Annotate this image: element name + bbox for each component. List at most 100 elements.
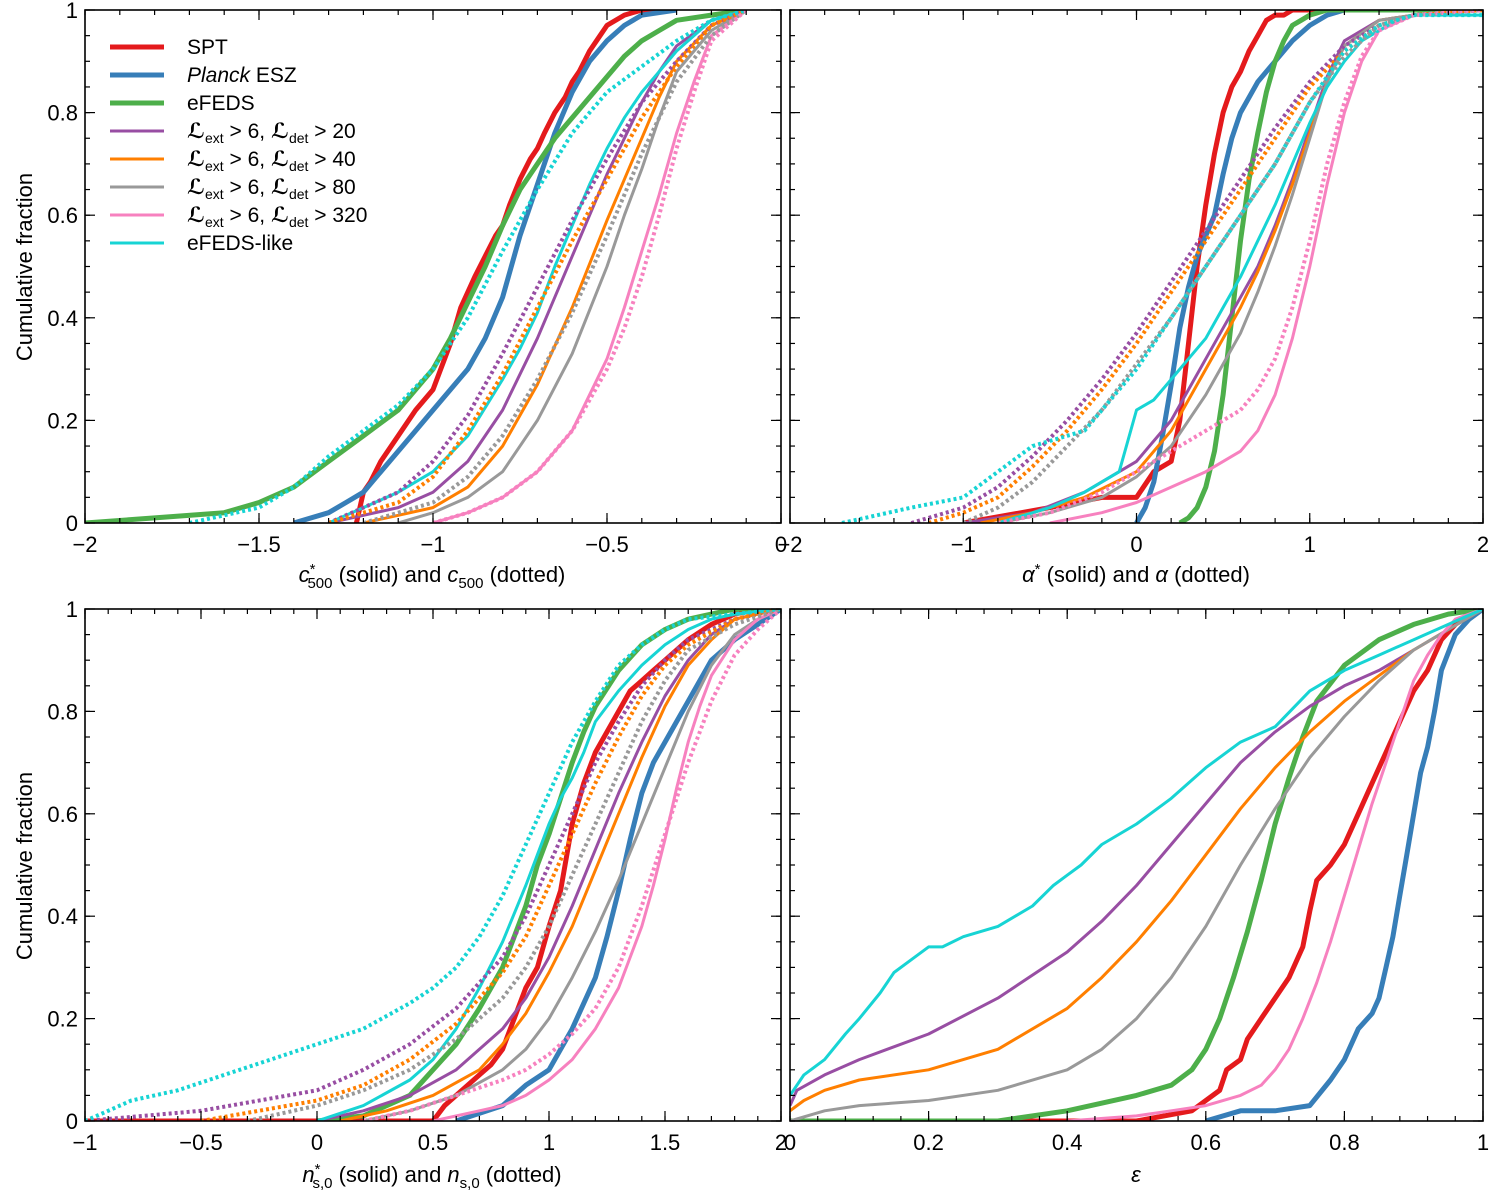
series-efeds-like-dotted <box>841 13 1483 523</box>
y-tick-label: 0 <box>66 1109 78 1134</box>
x-tick-label: −1 <box>951 532 976 557</box>
x-tick-label: 0.6 <box>1191 1130 1222 1155</box>
series-efeds-like-dotted <box>188 10 747 523</box>
x-tick-label: 0.2 <box>913 1130 944 1155</box>
x-tick-label: −1 <box>72 1130 97 1155</box>
series-efeds-like-solid <box>790 609 1483 1097</box>
x-tick-label: 0.8 <box>1329 1130 1360 1155</box>
series-efeds-solid <box>316 609 781 1121</box>
x-tick-label: 0 <box>775 532 787 557</box>
x-tick-label: −1.5 <box>237 532 280 557</box>
series-l320-dotted <box>997 10 1483 523</box>
panel-bottom-left: −1 −0.5 0 0.5 1 1.5 2 0 0.2 0.4 0.6 0.8 1 <box>47 597 787 1155</box>
series-efeds-solid <box>85 10 747 523</box>
x-tick-label: 2 <box>1477 532 1489 557</box>
series-l40-solid <box>363 10 747 523</box>
y-tick-label: 0.8 <box>47 699 78 724</box>
panel-bottom-right: 0 0.2 0.4 0.6 0.8 1 <box>784 608 1489 1155</box>
series-l80-solid <box>997 10 1483 523</box>
x-axis-label-bottom-left: n* s,0 (solid) and ns,0 (dotted) <box>302 1161 561 1192</box>
series-l80-dotted <box>962 10 1483 523</box>
series-l80-dotted <box>362 10 748 523</box>
y-tick-label: 0.2 <box>47 1007 78 1032</box>
series-l320-dotted <box>432 10 748 523</box>
series-efeds-solid <box>1178 10 1483 523</box>
series-l20-solid <box>963 10 1483 523</box>
series-l20-dotted <box>85 609 781 1121</box>
series-spt-solid <box>962 10 1483 523</box>
x-tick-label: 0 <box>784 1130 796 1155</box>
legend-label-l20: ℒext > 6, ℒdet > 20 <box>187 120 356 146</box>
y-axis-label-top: Cumulative fraction <box>12 173 37 361</box>
legend-label-l320: ℒext > 6, ℒdet > 320 <box>187 204 367 230</box>
x-tick-label: 0 <box>1130 532 1142 557</box>
legend-label-spt: SPT <box>187 36 228 59</box>
series-planck-esz-solid <box>1134 10 1483 523</box>
y-tick-label: 1 <box>66 597 78 622</box>
series-group <box>841 10 1483 523</box>
x-tick-label: −0.5 <box>179 1130 222 1155</box>
x-axis-label-top-right: α* (solid) and α (dotted) <box>1022 561 1250 587</box>
series-l80-solid <box>363 609 781 1121</box>
series-l80-solid <box>790 609 1483 1121</box>
legend-label-efeds: eFEDS <box>187 92 255 115</box>
series-efeds-like-solid <box>997 13 1483 523</box>
series-l320-dotted <box>362 609 781 1121</box>
series-l320-solid <box>1067 609 1483 1121</box>
series-efeds-like-solid <box>316 609 781 1121</box>
series-spt-solid <box>353 10 660 523</box>
x-tick-label: −2 <box>72 532 97 557</box>
y-tick-label: 0.6 <box>47 802 78 827</box>
x-tick-label: 1.5 <box>650 1130 681 1155</box>
x-axis-label-top-left: c* 500 (solid) and c500 (dotted) <box>299 561 566 592</box>
legend-label-l80: ℒext > 6, ℒdet > 80 <box>187 176 356 202</box>
panel-top-right: −2 −1 0 1 2 <box>777 9 1489 557</box>
y-tick-label: 0.2 <box>47 408 78 433</box>
series-spt-solid <box>790 609 1483 1121</box>
x-axis-label-bottom-right: ε <box>1131 1162 1141 1187</box>
x-tick-label: 0 <box>311 1130 323 1155</box>
legend: SPT Planck ESZ eFEDS ℒext > 6, ℒdet > 20… <box>110 36 367 255</box>
series-planck-esz-solid <box>293 10 677 523</box>
x-tick-label: −2 <box>777 532 802 557</box>
y-tick-label: 0.8 <box>47 101 78 126</box>
y-tick-label: 0.4 <box>47 306 78 331</box>
series-l40-solid <box>339 609 781 1121</box>
series-l20-solid <box>790 609 1483 1107</box>
x-tick-label: 0.5 <box>418 1130 449 1155</box>
series-planck-esz-solid <box>455 609 781 1121</box>
y-tick-label: 0 <box>66 511 78 536</box>
y-tick-label: 1 <box>66 0 78 23</box>
x-tick-label: −0.5 <box>585 532 628 557</box>
x-tick-label: −1 <box>420 532 445 557</box>
x-tick-label: 0.4 <box>1052 1130 1083 1155</box>
legend-label-planck: Planck ESZ <box>187 64 297 87</box>
series-l40-dotted <box>328 10 748 523</box>
y-tick-label: 0.4 <box>47 904 78 929</box>
series-l80-solid <box>397 10 747 523</box>
series-efeds-solid <box>790 609 1483 1121</box>
series-l320-solid <box>432 609 781 1121</box>
x-tick-label: 1 <box>1304 532 1316 557</box>
x-tick-label: 2 <box>775 1130 787 1155</box>
x-tick-label: 1 <box>543 1130 555 1155</box>
plot-frame <box>789 9 1484 524</box>
legend-label-l40: ℒext > 6, ℒdet > 40 <box>187 148 356 174</box>
series-group <box>790 609 1483 1121</box>
series-planck-esz-solid <box>1205 609 1483 1121</box>
plot-frame <box>789 608 1484 1122</box>
series-l20-dotted <box>327 10 748 523</box>
panel-top-left: −2 −1.5 −1 −0.5 0 0 0.2 0.4 0.6 0.8 1 <box>47 0 787 557</box>
series-l80-dotted <box>246 609 781 1121</box>
series-group <box>85 10 748 523</box>
series-l40-dotted <box>200 609 781 1121</box>
series-l20-solid <box>328 10 747 523</box>
series-l20-solid <box>316 609 781 1121</box>
series-group <box>85 609 781 1121</box>
series-l40-solid <box>790 609 1483 1113</box>
legend-label-efeds-like: eFEDS-like <box>187 232 293 255</box>
y-axis-label-bottom: Cumulative fraction <box>12 772 37 960</box>
y-tick-label: 0.6 <box>47 203 78 228</box>
x-tick-label: 1 <box>1477 1130 1489 1155</box>
